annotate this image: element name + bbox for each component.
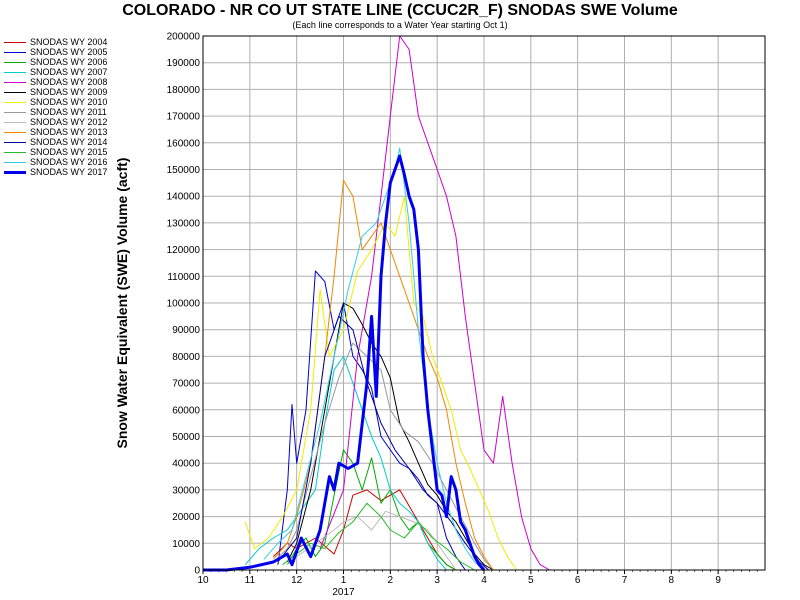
x-tick-label: 2 (388, 575, 394, 586)
chart-title: COLORADO - NR CO UT STATE LINE (CCUC2R_F… (122, 2, 678, 19)
legend-label: SNODAS WY 2016 (30, 157, 108, 167)
y-tick-label: 90000 (172, 325, 200, 336)
legend-label: SNODAS WY 2017 (30, 167, 108, 177)
y-tick-label: 30000 (172, 485, 200, 496)
x-tick-label: 3 (434, 575, 440, 586)
x-tick-label: 6 (575, 575, 581, 586)
y-tick-label: 0 (194, 566, 200, 577)
x-tick-label: 11 (245, 575, 256, 586)
series-line (244, 355, 447, 571)
series-line (244, 195, 518, 571)
y-tick-label: 160000 (167, 138, 201, 149)
x-tick-label: 10 (197, 575, 209, 586)
x-tick-label: 12 (291, 575, 303, 586)
legend-label: SNODAS WY 2012 (30, 117, 108, 127)
y-tick-label: 170000 (167, 112, 201, 123)
legend-item: SNODAS WY 2008 (4, 77, 107, 87)
series-line (319, 35, 550, 571)
y-tick-label: 120000 (167, 245, 201, 256)
legend-item: SNODAS WY 2006 (4, 57, 107, 67)
legend-swatch (4, 101, 26, 103)
legend-swatch (4, 91, 26, 93)
legend-item: SNODAS WY 2004 (4, 37, 107, 47)
x-tick-label: 1 (341, 575, 347, 586)
x-tick-label: 7 (622, 575, 628, 586)
y-tick-label: 140000 (167, 192, 201, 203)
legend-item: SNODAS WY 2015 (4, 147, 107, 157)
legend-label: SNODAS WY 2004 (30, 37, 108, 47)
plot-frame (202, 35, 766, 571)
legend-swatch (4, 61, 26, 63)
y-tick-label: 150000 (167, 165, 201, 176)
y-tick-label: 100000 (167, 299, 201, 310)
legend-label: SNODAS WY 2009 (30, 87, 108, 97)
legend-item: SNODAS WY 2010 (4, 97, 107, 107)
y-tick-label: 70000 (172, 379, 200, 390)
y-tick-label: 60000 (172, 405, 200, 416)
x-tick-label: 8 (669, 575, 675, 586)
y-tick-label: 50000 (172, 432, 200, 443)
legend-label: SNODAS WY 2011 (30, 107, 107, 117)
x-tick-label: 9 (715, 575, 721, 586)
series-line (286, 510, 457, 571)
y-tick-label: 80000 (172, 352, 200, 363)
legend-label: SNODAS WY 2005 (30, 47, 108, 57)
chart-subtitle: (Each line corresponds to a Water Year s… (292, 20, 508, 30)
legend-swatch (4, 81, 26, 83)
legend-item: SNODAS WY 2016 (4, 157, 107, 167)
legend-item: SNODAS WY 2012 (4, 117, 107, 127)
legend-label: SNODAS WY 2008 (30, 77, 108, 87)
legend-swatch (4, 170, 26, 174)
x-tick-label: 4 (481, 575, 487, 586)
legend-item: SNODAS WY 2009 (4, 87, 107, 97)
series-line (272, 489, 457, 571)
series-line (286, 302, 494, 571)
y-tick-label: 40000 (172, 459, 200, 470)
legend-swatch (4, 111, 26, 113)
legend-swatch (4, 121, 26, 123)
legend-label: SNODAS WY 2006 (30, 57, 108, 67)
legend-item: SNODAS WY 2013 (4, 127, 107, 137)
legend-item: SNODAS WY 2014 (4, 137, 107, 147)
legend-label: SNODAS WY 2007 (30, 67, 108, 77)
y-tick-label: 130000 (167, 218, 201, 229)
legend: SNODAS WY 2004 SNODAS WY 2005 SNODAS WY 20… (4, 37, 107, 177)
y-tick-label: 10000 (172, 539, 200, 550)
series-line (277, 315, 490, 571)
y-tick-label: 180000 (167, 85, 201, 96)
legend-label: SNODAS WY 2010 (30, 97, 108, 107)
legend-item: SNODAS WY 2005 (4, 47, 107, 57)
series-line (203, 154, 486, 572)
legend-item: SNODAS WY 2007 (4, 67, 107, 77)
legend-label: SNODAS WY 2014 (30, 137, 108, 147)
legend-swatch (4, 41, 26, 43)
x-year-label: 2017 (332, 587, 355, 598)
legend-item: SNODAS WY 2011 (4, 107, 107, 117)
series-line (272, 342, 494, 571)
legend-swatch (4, 51, 26, 53)
y-tick-label: 110000 (167, 272, 200, 283)
legend-swatch (4, 161, 26, 163)
legend-swatch (4, 151, 26, 153)
legend-item: SNODAS WY 2017 (4, 167, 107, 177)
y-tick-label: 20000 (172, 512, 200, 523)
legend-label: SNODAS WY 2013 (30, 127, 108, 137)
x-tick-label: 5 (528, 575, 534, 586)
y-tick-label: 190000 (167, 58, 201, 69)
legend-swatch (4, 141, 26, 143)
y-tick-label: 200000 (167, 32, 201, 43)
legend-swatch (4, 131, 26, 133)
legend-swatch (4, 71, 26, 73)
legend-label: SNODAS WY 2015 (30, 147, 108, 157)
